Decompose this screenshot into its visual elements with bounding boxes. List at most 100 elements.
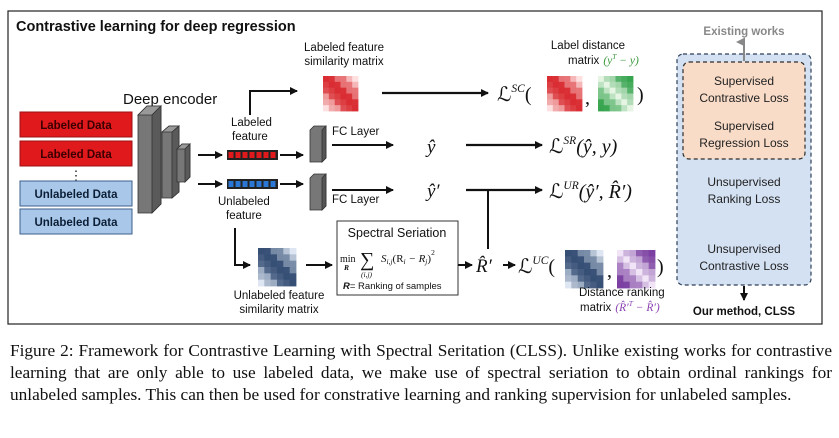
fc-layer-labeled [309,125,327,163]
matrix-cell [570,99,577,106]
supervised-regression-label-1: Supervised [714,119,774,133]
matrix-cell [558,87,565,94]
unlabeled-feature-label-1: Unlabeled [218,196,270,208]
matrix-cell [621,76,628,83]
matrix-cell [340,99,347,106]
matrix-cell [609,99,616,106]
matrix-cell [334,87,341,94]
unlabeled-feature-label-2: feature [226,210,262,222]
matrix-cell [642,262,650,270]
matrix-cell [617,281,624,289]
matrix-cell [263,152,269,158]
supervised-contrastive-label-2: Contrastive Loss [699,91,788,105]
ranking-distance-matrix-purple [617,250,656,289]
spectral-seriation-box: Spectral Seriation min R ∑ (i,j) Si,j(Ri… [336,220,459,296]
matrix-cell [547,87,554,94]
matrix-cell [328,105,336,112]
fc-layer-label-labeled: FC Layer [332,126,379,138]
arrow-labeled-to-sim-matrix [249,87,298,115]
matrix-cell [564,105,571,112]
matrix-cell [565,275,572,283]
matrix-cell [577,250,585,257]
matrix-cell [270,267,278,274]
unsupervised-contrastive-label-1: Unsupervised [707,242,780,256]
matrix-cell [627,76,634,83]
matrix-cell [283,279,291,287]
matrix-cell [270,279,278,287]
matrix-cell [270,181,276,187]
loss-sr: ℒSR(ŷ, y) [549,135,618,158]
matrix-cell [617,269,624,276]
matrix-cell [263,181,269,187]
loss-sc-comma: , [585,87,590,109]
matrix-cell [270,152,276,158]
matrix-cell [627,87,634,94]
matrix-cell [564,93,571,100]
matrix-cell [598,76,605,83]
matrix-cell [615,76,622,83]
matrix-cell [328,87,336,94]
r-hat-prime-output: R̂′ [475,256,493,277]
matrix-cell [289,248,297,255]
matrix-cell [565,256,572,264]
matrix-cell [277,273,284,281]
matrix-cell [598,105,605,112]
matrix-cell [270,248,278,255]
labeled-feature-vector [227,150,278,160]
loss-ur: ℒUR(ŷ′, R̂′) [549,180,632,203]
matrix-cell [648,281,656,289]
loss-uc-comma: , [607,260,612,282]
matrix-cell [228,152,234,158]
matrix-cell [623,269,631,276]
matrix-cell [270,273,278,281]
matrix-cell [570,76,577,83]
matrix-cell [547,99,554,106]
unlabeled-data-box-1 [19,180,133,207]
matrix-cell [609,76,616,83]
existing-works-box [682,61,806,160]
matrix-cell [609,87,616,94]
matrix-cell [603,105,611,112]
matrix-cell [577,269,585,276]
matrix-cell [615,87,622,94]
matrix-cell [283,248,291,255]
matrix-cell [258,260,265,268]
matrix-cell [615,93,622,100]
matrix-cell [264,248,272,255]
matrix-cell [627,93,634,100]
existing-works-label: Existing works [703,26,784,38]
matrix-cell [603,87,611,94]
matrix-cell [547,105,554,112]
matrix-cell [249,152,255,158]
matrix-cell [346,81,353,89]
matrix-cell [609,105,616,112]
matrix-cell [603,99,611,106]
labeled-sim-matrix-label-1: Labeled feature [304,42,384,54]
matrix-cell [334,93,341,100]
unlabeled-sim-matrix-label-2: similarity matrix [239,304,318,316]
matrix-cell [629,262,637,270]
seriation-sum-sub: (i,j) [361,270,373,279]
matrix-cell [283,260,291,268]
loss-summary-panel: Existing works Supervised Contrastive Lo… [676,26,812,318]
matrix-cell [264,273,272,281]
y-hat-prime-output: ŷ′ [425,181,440,202]
matrix-cell [340,81,347,89]
y-hat-output: ŷ [425,137,436,158]
matrix-cell [648,250,656,257]
our-method-label: Our method, CLSS [693,306,796,318]
matrix-cell [584,275,591,283]
matrix-cell [621,99,628,106]
matrix-cell [617,256,624,264]
unlabeled-data-label-2: Unlabeled Data [34,217,118,229]
matrix-cell [598,81,605,89]
matrix-cell [615,105,622,112]
matrix-cell [571,269,579,276]
matrix-cell [627,99,634,106]
label-distance-matrix-red [547,76,583,112]
matrix-cell [547,81,554,89]
matrix-cell [258,273,265,281]
matrix-cell [289,279,297,287]
labeled-feature-label-1: Labeled [231,117,272,129]
matrix-cell [334,76,341,83]
